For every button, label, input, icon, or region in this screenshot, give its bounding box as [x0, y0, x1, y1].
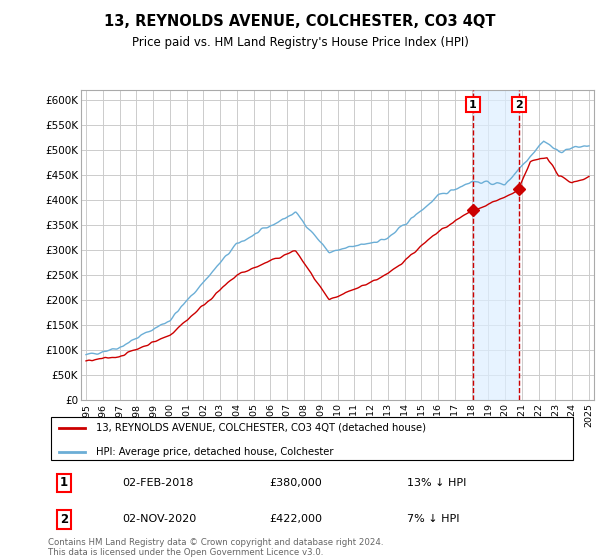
- Text: 1: 1: [60, 477, 68, 489]
- Text: HPI: Average price, detached house, Colchester: HPI: Average price, detached house, Colc…: [95, 446, 333, 456]
- Text: Price paid vs. HM Land Registry's House Price Index (HPI): Price paid vs. HM Land Registry's House …: [131, 36, 469, 49]
- Text: 13% ↓ HPI: 13% ↓ HPI: [407, 478, 466, 488]
- Text: 02-FEB-2018: 02-FEB-2018: [122, 478, 193, 488]
- Text: 13, REYNOLDS AVENUE, COLCHESTER, CO3 4QT: 13, REYNOLDS AVENUE, COLCHESTER, CO3 4QT: [104, 14, 496, 29]
- Text: 2: 2: [515, 100, 523, 110]
- Text: 7% ↓ HPI: 7% ↓ HPI: [407, 515, 460, 524]
- Text: 1: 1: [469, 100, 477, 110]
- Text: £380,000: £380,000: [270, 478, 323, 488]
- Text: 2: 2: [60, 513, 68, 526]
- Text: 13, REYNOLDS AVENUE, COLCHESTER, CO3 4QT (detached house): 13, REYNOLDS AVENUE, COLCHESTER, CO3 4QT…: [95, 423, 425, 433]
- Text: 02-NOV-2020: 02-NOV-2020: [122, 515, 196, 524]
- Bar: [473, 90, 519, 400]
- FancyBboxPatch shape: [50, 417, 574, 460]
- Text: Contains HM Land Registry data © Crown copyright and database right 2024.
This d: Contains HM Land Registry data © Crown c…: [48, 538, 383, 557]
- Text: £422,000: £422,000: [270, 515, 323, 524]
